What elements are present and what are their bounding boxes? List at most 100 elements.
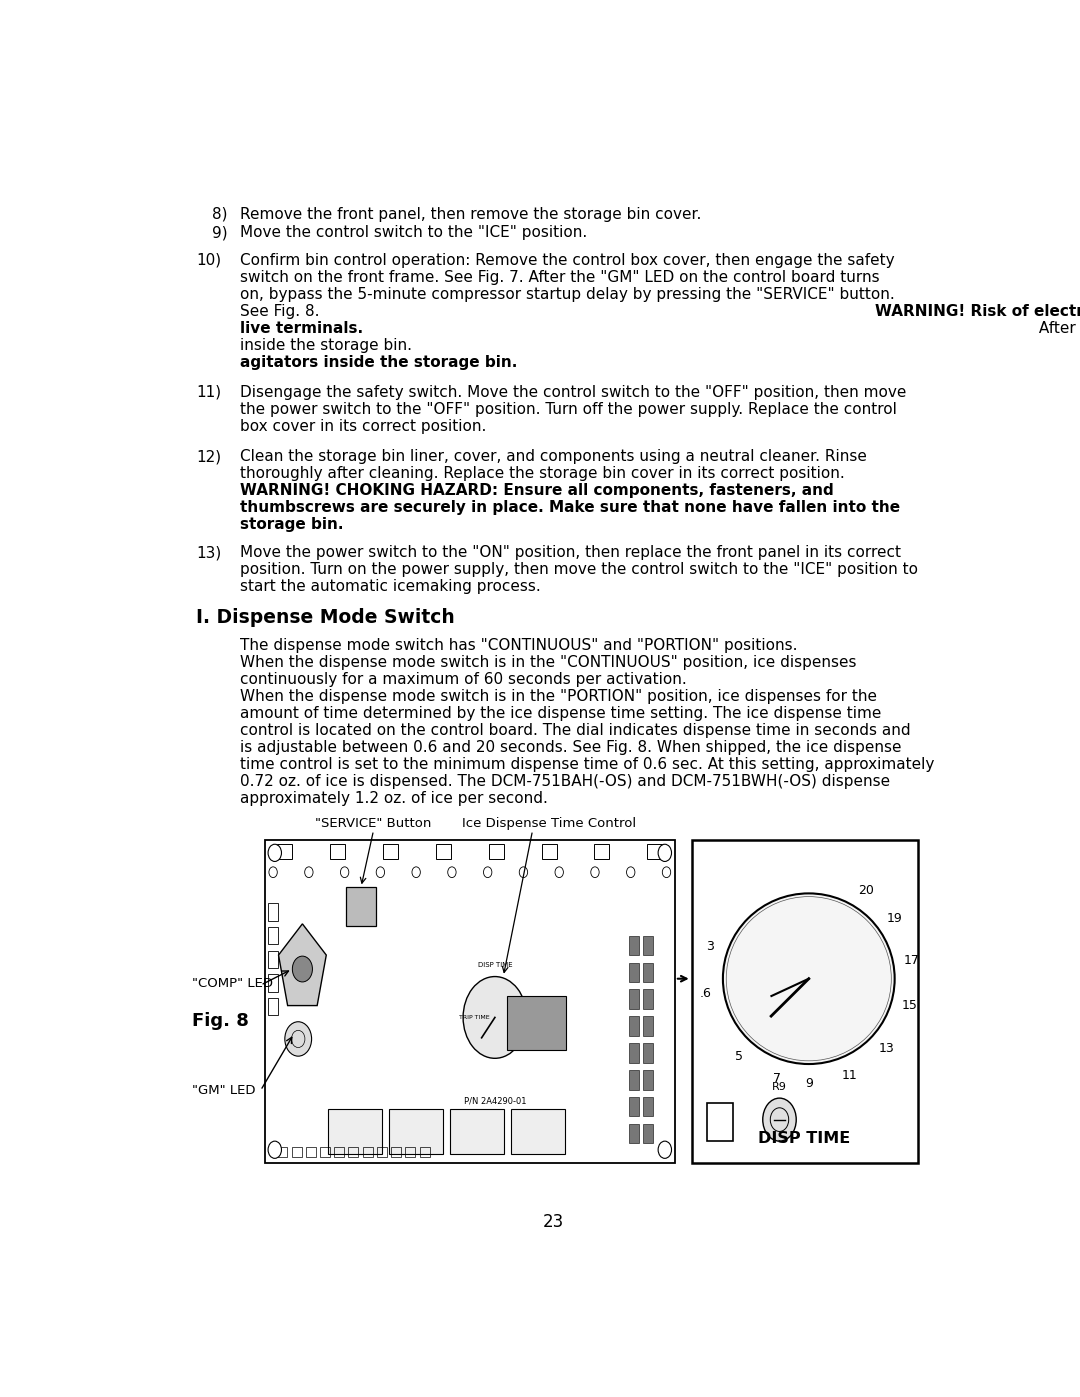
Bar	[629, 963, 639, 982]
Text: 7: 7	[772, 1071, 781, 1085]
Bar	[327, 1109, 382, 1154]
Bar	[629, 1044, 639, 1063]
Text: When the dispense mode switch is in the "PORTION" position, ice dispenses for th: When the dispense mode switch is in the …	[240, 689, 877, 704]
Bar	[449, 1109, 504, 1154]
Text: When the dispense mode switch is in the "CONTINUOUS" position, ice dispenses: When the dispense mode switch is in the …	[240, 655, 856, 671]
Circle shape	[293, 956, 312, 982]
Text: 5: 5	[735, 1051, 743, 1063]
Text: The dispense mode switch has "CONTINUOUS" and "PORTION" positions.: The dispense mode switch has "CONTINUOUS…	[240, 638, 797, 654]
Text: 0.72 oz. of ice is dispensed. The DCM-751BAH(-OS) and DCM-751BWH(-OS) dispense: 0.72 oz. of ice is dispensed. The DCM-75…	[240, 774, 890, 789]
Bar	[643, 1017, 653, 1035]
Bar	[268, 928, 279, 944]
Text: 15: 15	[902, 999, 917, 1013]
Circle shape	[762, 1098, 796, 1141]
Circle shape	[658, 1141, 672, 1158]
Text: 3: 3	[705, 940, 714, 953]
Bar	[643, 1125, 653, 1143]
Bar	[278, 1147, 287, 1157]
Bar	[278, 844, 293, 859]
Bar	[488, 844, 503, 859]
Bar	[643, 989, 653, 1009]
Bar	[306, 1147, 315, 1157]
Text: thoroughly after cleaning. Replace the storage bin cover in its correct position: thoroughly after cleaning. Replace the s…	[240, 467, 845, 482]
Bar	[436, 844, 451, 859]
Text: 11: 11	[841, 1069, 858, 1081]
Bar	[268, 997, 279, 1016]
Bar	[391, 1147, 401, 1157]
Text: amount of time determined by the ice dispense time setting. The ice dispense tim: amount of time determined by the ice dis…	[240, 707, 881, 721]
Text: See Fig. 8.: See Fig. 8.	[240, 303, 324, 319]
Text: live terminals.: live terminals.	[240, 320, 363, 335]
Text: thumbscrews are securely in place. Make sure that none have fallen into the: thumbscrews are securely in place. Make …	[240, 500, 900, 515]
Text: switch on the front frame. See Fig. 7. After the "GM" LED on the control board t: switch on the front frame. See Fig. 7. A…	[240, 270, 879, 285]
Text: continuously for a maximum of 60 seconds per activation.: continuously for a maximum of 60 seconds…	[240, 672, 687, 687]
Text: 23: 23	[543, 1213, 564, 1231]
Circle shape	[268, 1141, 282, 1158]
Text: "SERVICE" Button: "SERVICE" Button	[315, 817, 432, 830]
Circle shape	[285, 1021, 312, 1056]
Bar	[629, 1017, 639, 1035]
Text: DISP TIME: DISP TIME	[758, 1132, 851, 1147]
Text: .6: .6	[700, 986, 712, 1000]
Bar	[643, 963, 653, 982]
Text: the power switch to the "OFF" position. Turn off the power supply. Replace the c: the power switch to the "OFF" position. …	[240, 402, 896, 416]
Text: inside the storage bin.: inside the storage bin.	[240, 338, 417, 352]
Bar	[629, 1125, 639, 1143]
Text: position. Turn on the power supply, then move the control switch to the "ICE" po: position. Turn on the power supply, then…	[240, 562, 918, 577]
Text: WARNING! CHOKING HAZARD: Ensure all components, fasteners, and: WARNING! CHOKING HAZARD: Ensure all comp…	[240, 483, 834, 499]
Bar	[346, 887, 376, 926]
Bar	[320, 1147, 330, 1157]
Text: 20: 20	[858, 884, 874, 897]
Text: Clean the storage bin liner, cover, and components using a neutral cleaner. Rins: Clean the storage bin liner, cover, and …	[240, 450, 866, 464]
Bar	[541, 844, 556, 859]
Text: Move the control switch to the "ICE" position.: Move the control switch to the "ICE" pos…	[240, 225, 586, 240]
Bar	[643, 1097, 653, 1116]
Bar	[629, 989, 639, 1009]
Bar	[629, 1097, 639, 1116]
Bar	[419, 1147, 430, 1157]
Text: Fig. 8: Fig. 8	[192, 1011, 248, 1030]
Text: start the automatic icemaking process.: start the automatic icemaking process.	[240, 580, 540, 594]
Text: P/N 2A4290-01: P/N 2A4290-01	[463, 1097, 526, 1106]
Bar	[292, 1147, 301, 1157]
Text: approximately 1.2 oz. of ice per second.: approximately 1.2 oz. of ice per second.	[240, 791, 548, 806]
Bar	[643, 1044, 653, 1063]
Bar	[706, 1104, 733, 1141]
Bar	[405, 1147, 416, 1157]
Bar	[349, 1147, 359, 1157]
Polygon shape	[279, 923, 326, 1006]
Text: After the compressor starts, press and hold the actuator paddle located: After the compressor starts, press and h…	[1034, 320, 1080, 335]
Text: 9: 9	[805, 1077, 813, 1090]
Bar	[377, 1147, 387, 1157]
Text: 13): 13)	[197, 545, 221, 560]
Bar	[629, 1070, 639, 1090]
Bar	[383, 844, 399, 859]
Text: control is located on the control board. The dial indicates dispense time in sec: control is located on the control board.…	[240, 724, 910, 738]
Text: agitators inside the storage bin.: agitators inside the storage bin.	[240, 355, 517, 370]
Text: storage bin.: storage bin.	[240, 517, 343, 532]
Text: is adjustable between 0.6 and 20 seconds. See Fig. 8. When shipped, the ice disp: is adjustable between 0.6 and 20 seconds…	[240, 740, 901, 756]
Text: 17: 17	[904, 954, 919, 967]
Ellipse shape	[723, 894, 894, 1065]
Text: I. Dispense Mode Switch: I. Dispense Mode Switch	[197, 608, 455, 627]
Bar	[268, 975, 279, 992]
Bar	[363, 1147, 373, 1157]
Bar	[511, 1109, 565, 1154]
Circle shape	[268, 844, 282, 862]
Bar	[268, 951, 279, 968]
Text: "GM" LED: "GM" LED	[192, 1084, 255, 1097]
Text: Confirm bin control operation: Remove the control box cover, then engage the saf: Confirm bin control operation: Remove th…	[240, 253, 894, 268]
Text: R9: R9	[772, 1081, 787, 1091]
Text: 19: 19	[887, 912, 902, 925]
Text: Ice Dispense Time Control: Ice Dispense Time Control	[462, 817, 636, 830]
Text: Move the power switch to the "ON" position, then replace the front panel in its : Move the power switch to the "ON" positi…	[240, 545, 901, 560]
Bar	[594, 844, 609, 859]
Text: on, bypass the 5-minute compressor startup delay by pressing the "SERVICE" butto: on, bypass the 5-minute compressor start…	[240, 286, 894, 302]
Text: WARNING! Risk of electric shock. Care should be taken not to touch: WARNING! Risk of electric shock. Care sh…	[875, 303, 1080, 319]
Bar	[629, 936, 639, 956]
Circle shape	[463, 977, 527, 1059]
Text: 12): 12)	[197, 450, 221, 464]
Bar	[647, 844, 662, 859]
Text: TRIP TIME: TRIP TIME	[459, 1016, 489, 1020]
Text: time control is set to the minimum dispense time of 0.6 sec. At this setting, ap: time control is set to the minimum dispe…	[240, 757, 934, 773]
